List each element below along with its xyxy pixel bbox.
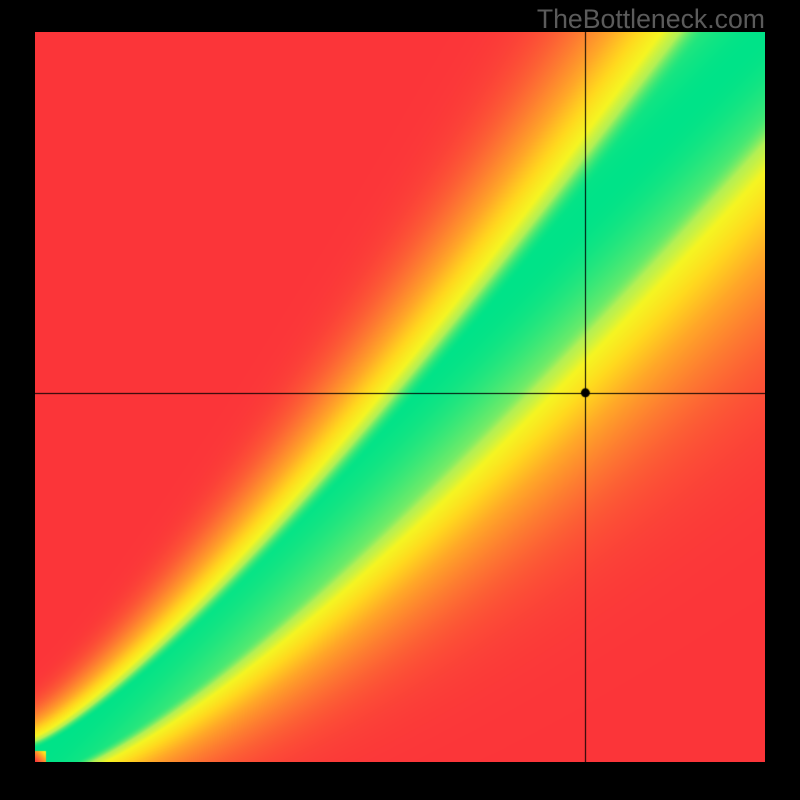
chart-container: { "type": "heatmap", "canvas": { "width_…	[0, 0, 800, 800]
watermark-text: TheBottleneck.com	[537, 4, 765, 35]
bottleneck-heatmap	[35, 32, 765, 762]
